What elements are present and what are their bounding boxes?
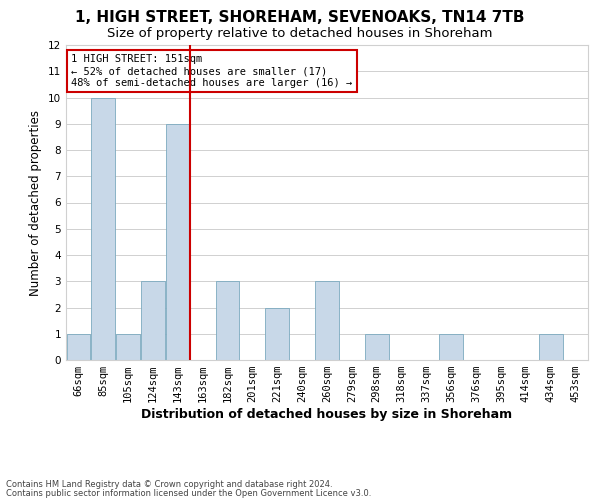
Bar <box>216 281 239 360</box>
Bar <box>265 308 289 360</box>
Bar <box>539 334 563 360</box>
Text: 1 HIGH STREET: 151sqm
← 52% of detached houses are smaller (17)
48% of semi-deta: 1 HIGH STREET: 151sqm ← 52% of detached … <box>71 54 352 88</box>
Bar <box>166 124 190 360</box>
Bar <box>91 98 115 360</box>
Text: Size of property relative to detached houses in Shoreham: Size of property relative to detached ho… <box>107 28 493 40</box>
Bar <box>67 334 90 360</box>
Bar <box>141 281 165 360</box>
X-axis label: Distribution of detached houses by size in Shoreham: Distribution of detached houses by size … <box>142 408 512 421</box>
Text: Contains public sector information licensed under the Open Government Licence v3: Contains public sector information licen… <box>6 489 371 498</box>
Text: 1, HIGH STREET, SHOREHAM, SEVENOAKS, TN14 7TB: 1, HIGH STREET, SHOREHAM, SEVENOAKS, TN1… <box>75 10 525 25</box>
Bar <box>439 334 463 360</box>
Bar <box>315 281 339 360</box>
Bar <box>365 334 389 360</box>
Y-axis label: Number of detached properties: Number of detached properties <box>29 110 43 296</box>
Bar <box>116 334 140 360</box>
Text: Contains HM Land Registry data © Crown copyright and database right 2024.: Contains HM Land Registry data © Crown c… <box>6 480 332 489</box>
